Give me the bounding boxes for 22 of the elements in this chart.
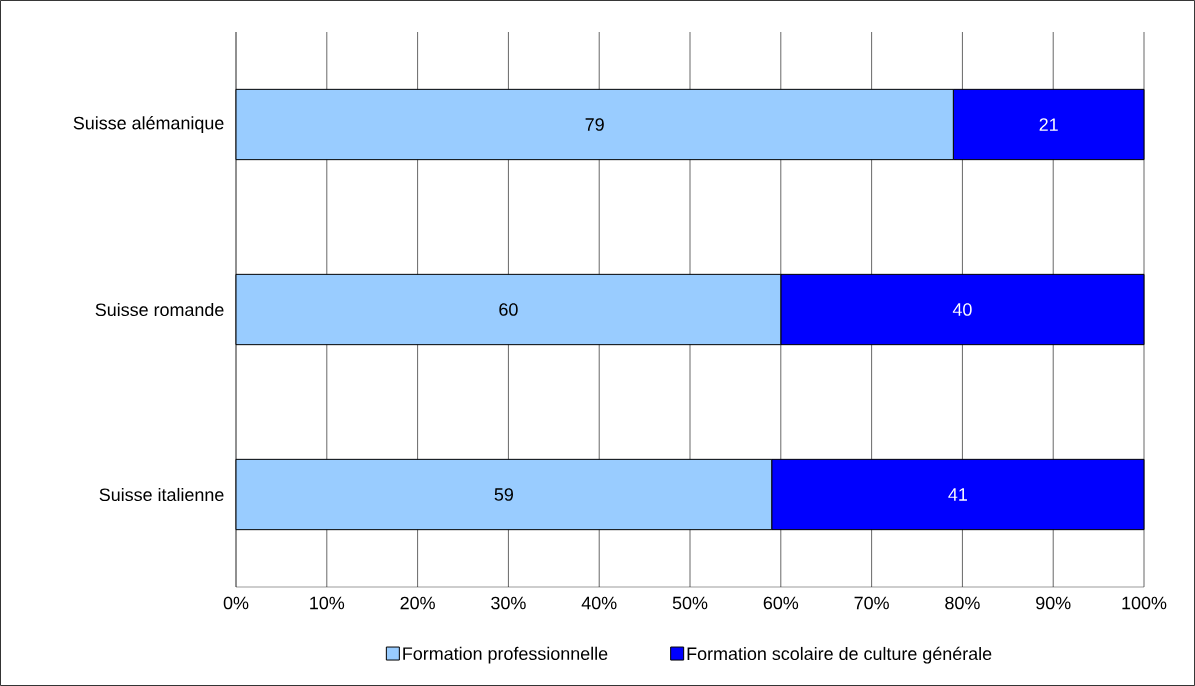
x-tick-label: 40%: [581, 596, 617, 610]
y-tick-label: Suisse alémanique: [73, 116, 224, 133]
data-label: 59: [494, 488, 513, 501]
data-label: 40: [952, 303, 972, 316]
x-tick-label: 10%: [310, 596, 345, 610]
x-tick-label: 50%: [672, 596, 708, 610]
legend-label: Formation scolaire de culture générale: [687, 646, 992, 664]
data-label: 60: [499, 303, 518, 316]
x-tick-label: 30%: [491, 596, 526, 610]
data-label: 41: [948, 488, 967, 501]
x-tick-label: 20%: [400, 596, 435, 610]
x-tick-label: 80%: [945, 596, 980, 610]
y-tick-label: Suisse romande: [95, 302, 224, 317]
x-tick-label: 100%: [1122, 596, 1167, 610]
data-label: 21: [1039, 118, 1058, 131]
legend-label: Formation professionnelle: [403, 646, 608, 664]
x-tick-label: 90%: [1036, 596, 1071, 610]
y-tick-label: Suisse italienne: [99, 487, 224, 502]
x-tick-label: 0%: [223, 596, 249, 610]
x-tick-label: 60%: [763, 596, 799, 610]
data-label: 79: [585, 118, 604, 131]
x-tick-label: 70%: [854, 596, 889, 610]
